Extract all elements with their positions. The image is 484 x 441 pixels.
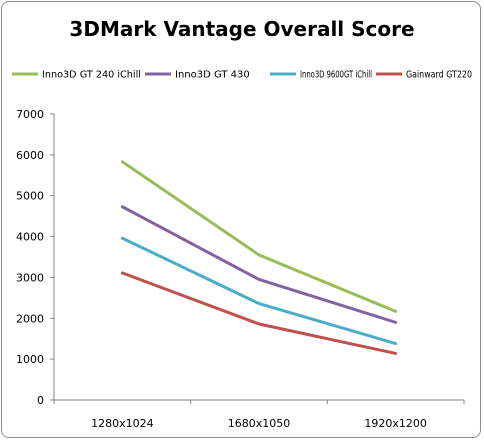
legend-label-2: Inno3D GT 430 xyxy=(175,70,250,81)
y-tick-label: 0 xyxy=(37,394,44,407)
y-tick-label: 4000 xyxy=(16,231,44,244)
legend-label-1: Inno3D GT 240 iChill xyxy=(42,70,141,81)
x-tick-label: 1680x1050 xyxy=(228,417,291,430)
legend-label-4: Gainward GT220 xyxy=(406,70,472,81)
axes: 0 1000 2000 3000 4000 5000 6000 7000 1280x1024 16… xyxy=(16,108,465,430)
series-line-4 xyxy=(120,271,398,355)
plot-area xyxy=(120,160,398,355)
chart-title: 3DMark Vantage Overall Score xyxy=(69,17,414,41)
y-tick-label: 1000 xyxy=(16,353,44,366)
y-tick-label: 6000 xyxy=(16,149,44,162)
y-tick-label: 7000 xyxy=(16,108,44,121)
series-line-2 xyxy=(120,205,398,324)
y-tick-label: 5000 xyxy=(16,190,44,203)
x-tick-label: 1280x1024 xyxy=(91,417,154,430)
x-tick-label: 1920x1200 xyxy=(364,417,427,430)
y-tick-label: 3000 xyxy=(16,271,44,284)
legend: Inno3D GT 240 iChill Inno3D GT 430 Inno3D … xyxy=(12,70,472,81)
y-tick-label: 2000 xyxy=(16,312,44,325)
series-line-3 xyxy=(120,236,398,346)
series-line-1 xyxy=(120,160,398,313)
legend-label-3: Inno3D 9600GT iChill xyxy=(300,70,372,81)
